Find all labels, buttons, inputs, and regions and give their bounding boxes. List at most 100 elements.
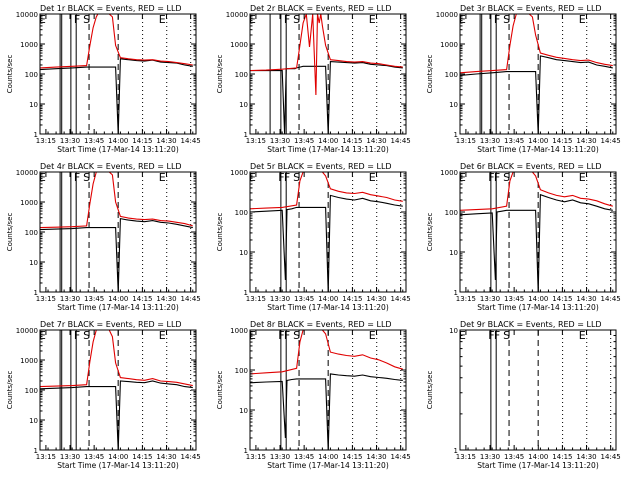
y-axis-label: Counts/sec [216, 55, 224, 94]
segment-marker-label: S [503, 171, 510, 184]
y-tick-label: 1 [244, 289, 248, 297]
segment-marker-label: S [293, 329, 300, 342]
panel-title: Det 3r BLACK = Events, RED = LLD [460, 4, 602, 13]
segment-marker-label: F [494, 329, 500, 342]
x-tick-label: 14:00 [108, 295, 128, 303]
x-tick-label: 13:30 [480, 137, 500, 145]
series-lld [460, 172, 613, 211]
x-tick-label: 13:15 [246, 137, 266, 145]
y-tick-label: 10 [29, 101, 38, 109]
x-tick-label: 14:00 [318, 453, 338, 461]
y-axis-label: Counts/sec [216, 371, 224, 410]
segment-marker-label: S [83, 13, 90, 26]
segment-marker-label: F [278, 329, 284, 342]
x-tick-label: 14:00 [528, 295, 548, 303]
series-lld [250, 172, 403, 210]
x-tick-label: 13:45 [504, 137, 524, 145]
y-tick-label: 1000 [230, 327, 248, 335]
y-tick-label: 100 [25, 71, 38, 79]
x-axis-label: Start Time (17-Mar-14 13:11:20) [477, 303, 599, 312]
x-tick-label: 14:00 [108, 137, 128, 145]
x-axis-label: Start Time (17-Mar-14 13:11:20) [267, 303, 389, 312]
x-tick-label: 13:45 [84, 295, 104, 303]
x-tick-label: 14:15 [132, 137, 152, 145]
x-tick-label: 13:45 [504, 295, 524, 303]
series-events [40, 380, 193, 450]
series-events [40, 217, 193, 292]
x-tick-label: 14:45 [181, 137, 201, 145]
series-lld [250, 330, 403, 375]
x-tick-label: 14:30 [366, 137, 386, 145]
series-lld [40, 172, 193, 229]
x-tick-label: 14:00 [108, 453, 128, 461]
x-tick-label: 14:30 [366, 295, 386, 303]
y-tick-label: 100 [445, 71, 458, 79]
x-axis-label: Start Time (17-Mar-14 13:11:20) [57, 145, 179, 154]
series-lld [40, 330, 193, 388]
segment-marker-label: F [284, 171, 290, 184]
x-tick-label: 13:45 [504, 453, 524, 461]
y-tick-label: 1 [244, 131, 248, 139]
segment-marker-label: F [488, 329, 494, 342]
y-axis-label: Counts/sec [6, 371, 14, 410]
x-tick-label: 14:45 [601, 137, 621, 145]
y-tick-label: 10 [449, 101, 458, 109]
x-tick-label: 13:15 [456, 453, 476, 461]
y-axis-label: Counts/sec [6, 55, 14, 94]
x-tick-label: 14:15 [342, 295, 362, 303]
panel-title: Det 1r BLACK = Events, RED = LLD [40, 4, 182, 13]
segment-marker-label: E [249, 13, 256, 26]
series-events [250, 373, 403, 450]
x-tick-label: 14:15 [552, 295, 572, 303]
segment-marker-label: S [83, 329, 90, 342]
segment-marker-label: E [159, 329, 166, 342]
y-tick-label: 1000 [20, 199, 38, 207]
segment-marker-label: F [284, 329, 290, 342]
segment-marker-label: F [494, 13, 500, 26]
x-axis-label: Start Time (17-Mar-14 13:11:20) [477, 145, 599, 154]
x-tick-label: 14:30 [156, 453, 176, 461]
series-lld [460, 14, 613, 74]
y-tick-label: 10 [29, 259, 38, 267]
x-tick-label: 13:15 [456, 295, 476, 303]
panel-title: Det 2r BLACK = Events, RED = LLD [250, 4, 392, 13]
y-axis-label: Counts/sec [426, 55, 434, 94]
x-tick-label: 14:45 [181, 453, 201, 461]
segment-marker-label: E [369, 13, 376, 26]
x-tick-label: 13:45 [84, 453, 104, 461]
panel-title: Det 9r BLACK = Events, RED = LLD [460, 320, 602, 329]
x-axis-label: Start Time (17-Mar-14 13:11:20) [57, 303, 179, 312]
panel-title: Det 4r BLACK = Events, RED = LLD [40, 162, 182, 171]
x-tick-label: 14:45 [391, 137, 411, 145]
segment-marker-label: F [74, 171, 80, 184]
y-tick-label: 1000 [440, 41, 458, 49]
x-tick-label: 14:30 [156, 295, 176, 303]
x-tick-label: 14:00 [528, 137, 548, 145]
x-tick-label: 13:30 [270, 295, 290, 303]
x-tick-label: 14:15 [552, 137, 572, 145]
y-tick-label: 100 [25, 229, 38, 237]
x-tick-label: 13:15 [246, 453, 266, 461]
segment-marker-label: F [494, 171, 500, 184]
segment-marker-label: E [249, 171, 256, 184]
segment-marker-label: E [579, 171, 586, 184]
y-tick-label: 100 [445, 209, 458, 217]
segment-marker-label: F [74, 13, 80, 26]
panel-title: Det 8r BLACK = Events, RED = LLD [250, 320, 392, 329]
x-tick-label: 14:45 [391, 295, 411, 303]
series-lld [250, 14, 403, 96]
y-tick-label: 100 [235, 367, 248, 375]
y-tick-label: 1000 [230, 41, 248, 49]
x-tick-label: 14:00 [318, 295, 338, 303]
x-tick-label: 13:30 [480, 453, 500, 461]
segment-marker-label: E [249, 329, 256, 342]
x-tick-label: 14:45 [181, 295, 201, 303]
segment-marker-label: E [39, 13, 46, 26]
y-axis-label: Counts/sec [426, 213, 434, 252]
